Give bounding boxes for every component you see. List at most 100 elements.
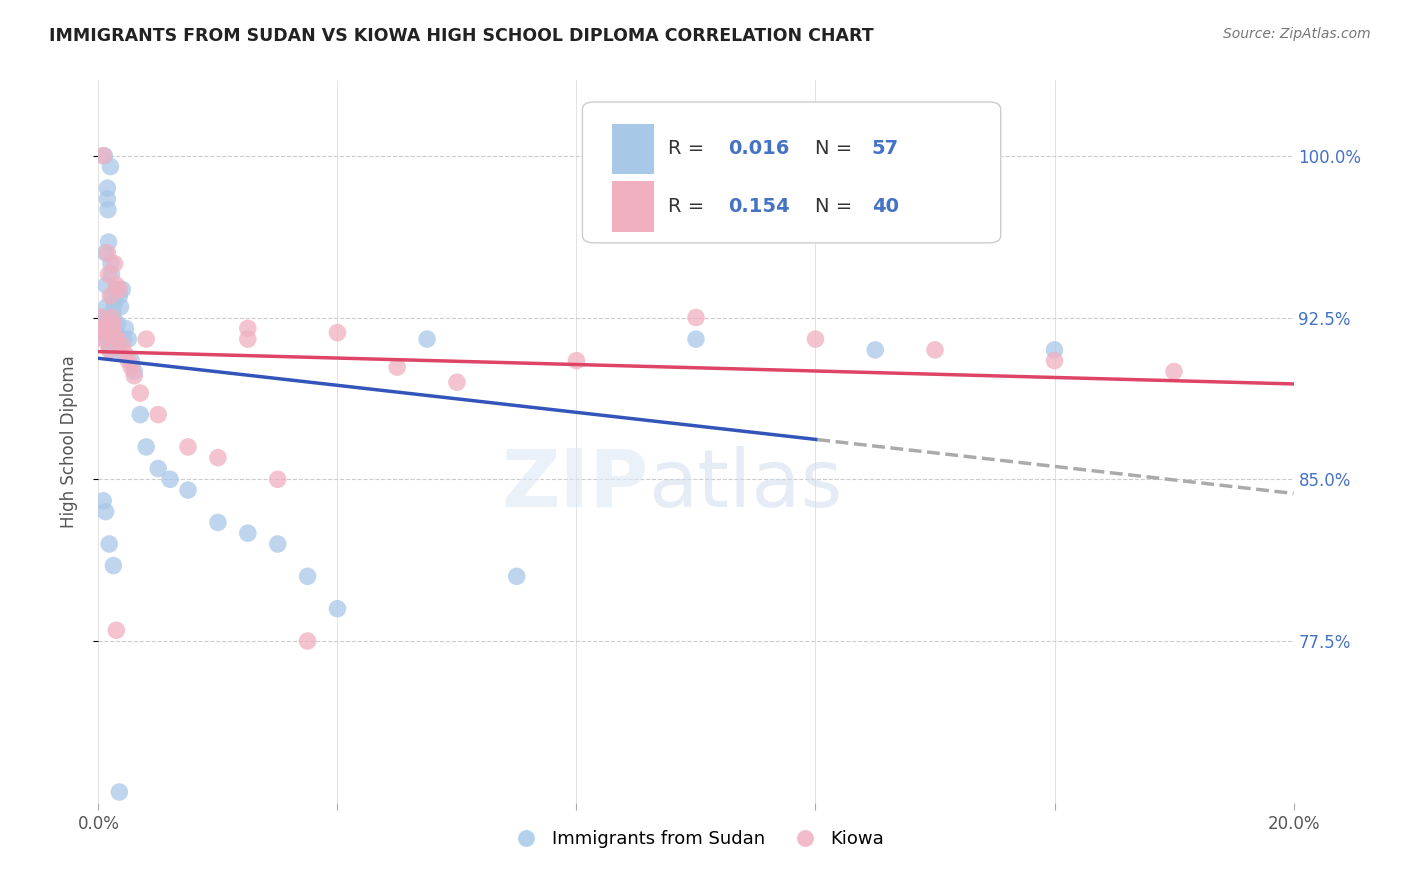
Point xyxy=(236,526,259,541)
Text: R =: R = xyxy=(668,197,711,216)
Text: ZIP: ZIP xyxy=(501,446,648,524)
Point xyxy=(98,317,121,331)
Point xyxy=(96,192,118,206)
Point xyxy=(685,310,707,325)
Point xyxy=(117,353,139,368)
Point xyxy=(97,268,120,282)
Point xyxy=(93,149,115,163)
Point xyxy=(98,338,121,352)
Point xyxy=(385,360,409,375)
Point xyxy=(111,283,134,297)
Point xyxy=(129,408,152,422)
Point xyxy=(91,149,114,163)
Point xyxy=(103,317,125,331)
Point xyxy=(103,310,125,325)
Point xyxy=(112,332,135,346)
Point xyxy=(120,360,142,375)
Point xyxy=(446,376,468,390)
Point xyxy=(685,332,707,346)
Point xyxy=(94,245,117,260)
Point xyxy=(117,332,139,346)
Point xyxy=(103,326,125,340)
Point xyxy=(98,343,121,357)
Point xyxy=(105,332,128,346)
Point xyxy=(103,295,125,310)
Point xyxy=(124,368,146,383)
Text: N =: N = xyxy=(815,139,859,159)
Point xyxy=(108,785,131,799)
Point xyxy=(114,321,136,335)
Point xyxy=(90,310,112,325)
Text: IMMIGRANTS FROM SUDAN VS KIOWA HIGH SCHOOL DIPLOMA CORRELATION CHART: IMMIGRANTS FROM SUDAN VS KIOWA HIGH SCHO… xyxy=(49,27,875,45)
Point xyxy=(177,483,200,497)
Point xyxy=(107,317,129,331)
Point xyxy=(135,332,157,346)
Point xyxy=(94,505,117,519)
Point xyxy=(91,493,114,508)
Point xyxy=(98,160,122,174)
Point xyxy=(108,283,131,297)
Text: atlas: atlas xyxy=(648,446,842,524)
Point xyxy=(416,332,439,346)
Point xyxy=(110,300,132,314)
Point xyxy=(108,289,131,303)
Point xyxy=(100,310,122,325)
Point xyxy=(103,257,125,271)
Text: Source: ZipAtlas.com: Source: ZipAtlas.com xyxy=(1223,27,1371,41)
Point xyxy=(93,326,115,340)
Legend: Immigrants from Sudan, Kiowa: Immigrants from Sudan, Kiowa xyxy=(501,822,891,855)
Point xyxy=(267,472,290,486)
Point xyxy=(97,235,120,249)
Point xyxy=(565,353,588,368)
FancyBboxPatch shape xyxy=(582,102,1001,243)
Point xyxy=(101,304,124,318)
Point xyxy=(100,257,122,271)
Point xyxy=(107,332,129,346)
Point xyxy=(120,353,142,368)
Point xyxy=(1163,364,1185,378)
Point xyxy=(107,343,129,357)
Point xyxy=(207,450,229,465)
Point xyxy=(100,268,122,282)
Point xyxy=(924,343,946,357)
Point xyxy=(105,278,128,293)
Point xyxy=(135,440,157,454)
Point xyxy=(93,321,115,335)
Text: 40: 40 xyxy=(872,197,898,216)
Point xyxy=(105,624,128,638)
Point xyxy=(236,332,259,346)
Point xyxy=(104,326,127,340)
Point xyxy=(865,343,887,357)
Point xyxy=(96,245,118,260)
Point xyxy=(1043,353,1066,368)
Text: R =: R = xyxy=(668,139,711,159)
Point xyxy=(94,332,117,346)
Point xyxy=(101,289,124,303)
Point xyxy=(91,332,114,346)
Point xyxy=(103,321,125,335)
Point xyxy=(103,558,125,573)
Point xyxy=(98,289,122,303)
Point xyxy=(124,364,146,378)
Y-axis label: High School Diploma: High School Diploma xyxy=(59,355,77,528)
Point xyxy=(297,569,319,583)
Text: N =: N = xyxy=(815,197,859,216)
Point xyxy=(267,537,290,551)
Bar xyxy=(613,124,654,174)
Point xyxy=(207,516,229,530)
Point xyxy=(98,537,121,551)
Point xyxy=(177,440,200,454)
Point xyxy=(159,472,181,486)
Point xyxy=(804,332,827,346)
Point xyxy=(96,278,118,293)
Point xyxy=(148,408,170,422)
Point xyxy=(96,300,118,314)
Point xyxy=(1043,343,1066,357)
Point xyxy=(297,634,319,648)
Point xyxy=(148,461,170,475)
Point xyxy=(326,601,349,615)
Point xyxy=(97,202,120,217)
Point xyxy=(114,347,136,361)
Text: 0.154: 0.154 xyxy=(728,197,790,216)
Point xyxy=(506,569,529,583)
